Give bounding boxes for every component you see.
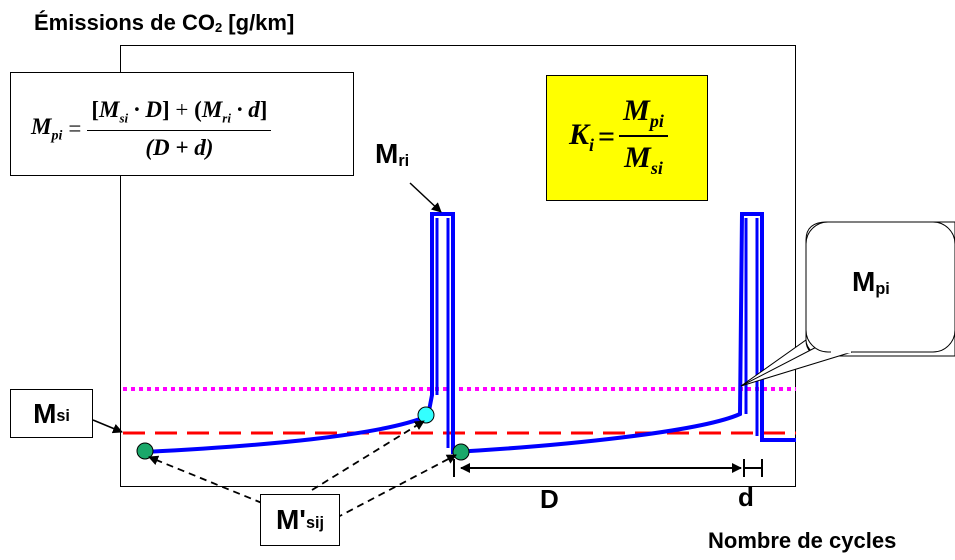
d-label: d <box>738 482 754 512</box>
ki-formula-fraction: Mpi Msi <box>619 94 668 179</box>
mpi-formula: Mpi = [Msi · D] + (Mri · d] (D + d) <box>31 97 272 161</box>
mpi-label: Mpi <box>852 266 890 298</box>
mpi-formula-box: Mpi = [Msi · D] + (Mri · d] (D + d) <box>10 72 354 176</box>
regeneration-peak-inner-2 <box>744 218 759 436</box>
ki-formula-denominator: Msi <box>624 141 663 178</box>
mpi-formula-numerator: [Msi · D] + (Mri · d] <box>87 97 272 131</box>
msij-label-box: M' sij <box>260 494 340 546</box>
msij-marker-before-regen <box>417 406 435 424</box>
ki-formula-numerator: Mpi <box>619 94 668 137</box>
mpi-formula-fraction: [Msi · D] + (Mri · d] (D + d) <box>87 97 272 161</box>
emission-curve <box>144 212 796 455</box>
mri-label: Mri <box>375 138 410 170</box>
msij-arrow-1 <box>148 455 263 504</box>
mpi-formula-denominator: (D + d) <box>145 134 214 160</box>
mri-arrow <box>409 182 442 213</box>
x-axis-label: Nombre de cycles <box>708 528 897 553</box>
ki-formula-lhs: Ki <box>569 117 595 155</box>
D-label: D <box>540 484 559 514</box>
ki-formula-box: Ki = Mpi Msi <box>546 75 708 201</box>
msij-arrow-2 <box>311 420 425 491</box>
mpi-callout-body <box>805 221 955 353</box>
regeneration-peak-inner-1 <box>435 218 450 448</box>
mpi-formula-lhs: Mpi <box>31 113 63 144</box>
msij-marker-after-regen <box>452 443 470 461</box>
chart-title: Émissions de CO2 [g/km] <box>34 10 295 35</box>
msij-marker-start <box>136 442 154 460</box>
ki-formula: Ki = Mpi Msi <box>569 94 668 179</box>
msij-arrow-3 <box>335 454 457 519</box>
msi-arrow <box>92 419 123 434</box>
